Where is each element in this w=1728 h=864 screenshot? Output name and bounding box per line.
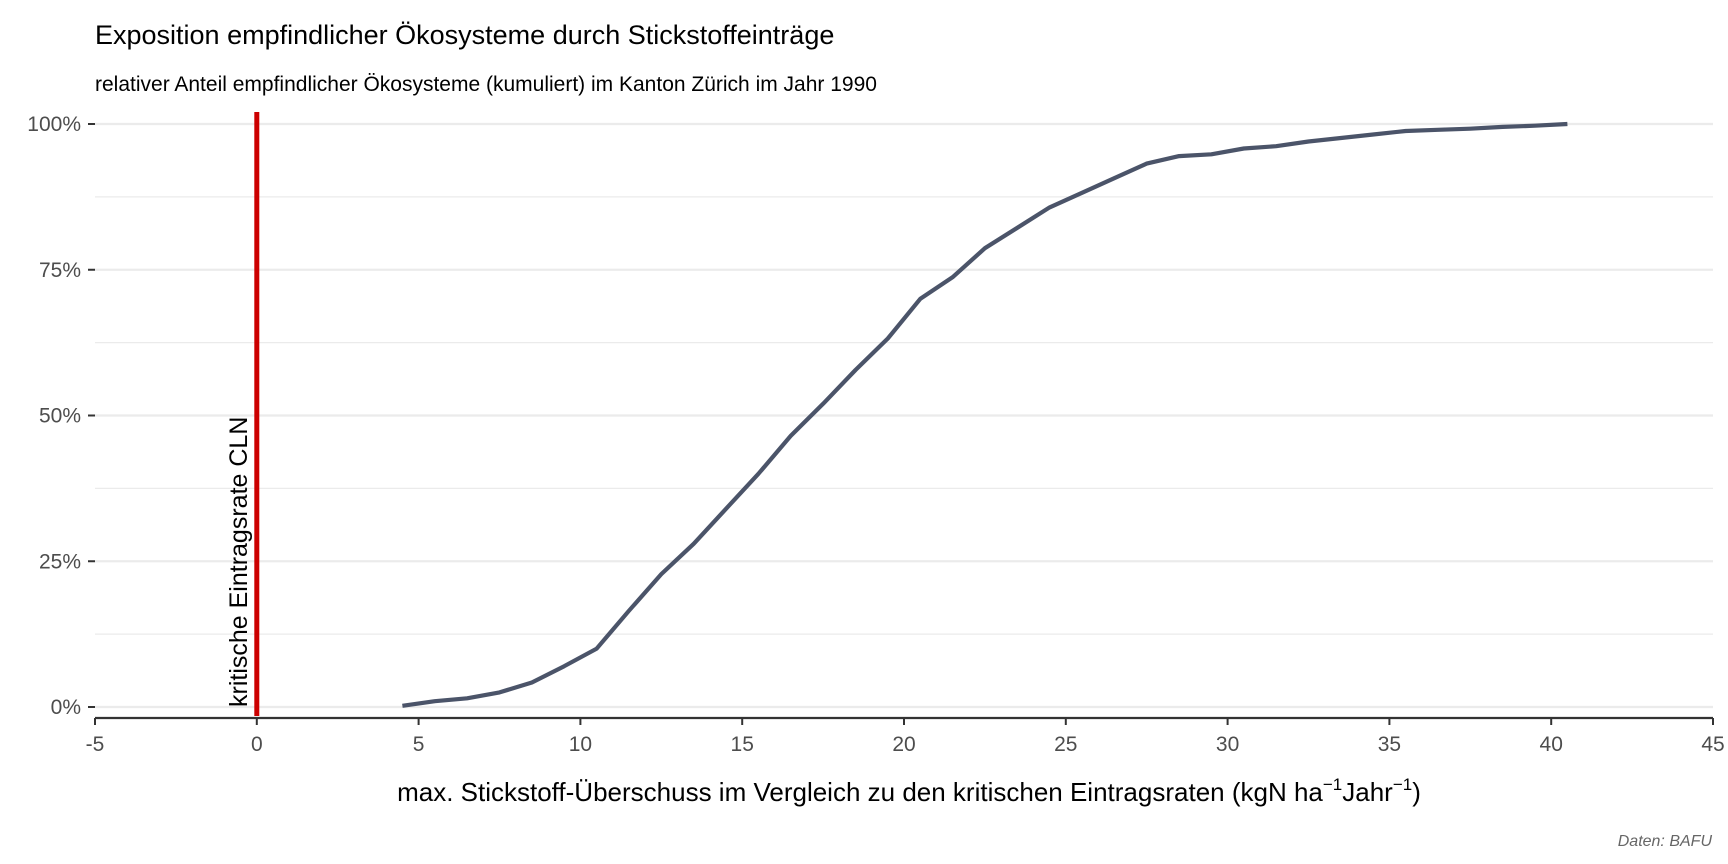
- y-tick-label: 100%: [27, 113, 81, 136]
- y-tick-label: 0%: [51, 696, 81, 719]
- x-tick-label: 40: [1540, 733, 1563, 756]
- grid: [95, 122, 1713, 709]
- x-axis-title-sup1: −1: [1323, 775, 1342, 794]
- x-axis-title-sup2: −1: [1393, 775, 1412, 794]
- chart-title: Exposition empfindlicher Ökosysteme durc…: [95, 20, 834, 50]
- y-tick-label: 50%: [39, 405, 81, 428]
- y-tick-label: 25%: [39, 550, 81, 573]
- x-tick-label: 10: [569, 733, 592, 756]
- x-tick-label: 20: [892, 733, 915, 756]
- x-tick-label: 45: [1701, 733, 1724, 756]
- x-tick-label: 25: [1054, 733, 1077, 756]
- x-tick-label: 0: [251, 733, 263, 756]
- x-tick-label: -5: [86, 733, 105, 756]
- x-axis-title-mid: Jahr: [1342, 777, 1393, 807]
- x-axis-ticks: -5 0 5 10 15 20 25 30 35 40 45: [86, 718, 1725, 756]
- x-axis-title-end: ): [1412, 777, 1421, 807]
- x-tick-label: 35: [1378, 733, 1401, 756]
- x-tick-label: 30: [1216, 733, 1239, 756]
- x-axis-title-main: max. Stickstoff-Überschuss im Vergleich …: [397, 777, 1323, 807]
- x-axis-title: max. Stickstoff-Überschuss im Vergleich …: [397, 775, 1421, 807]
- chart-subtitle: relativer Anteil empfindlicher Ökosystem…: [95, 73, 877, 96]
- x-tick-label: 15: [731, 733, 754, 756]
- critical-rate-label: kritische Eintragsrate CLN: [225, 417, 253, 707]
- caption: Daten: BAFU: [1618, 833, 1713, 850]
- y-tick-label: 75%: [39, 259, 81, 282]
- y-axis-ticks: 0% 25% 50% 75% 100%: [27, 113, 95, 719]
- x-tick-label: 5: [413, 733, 425, 756]
- cumulative-share-line: [402, 121, 1568, 708]
